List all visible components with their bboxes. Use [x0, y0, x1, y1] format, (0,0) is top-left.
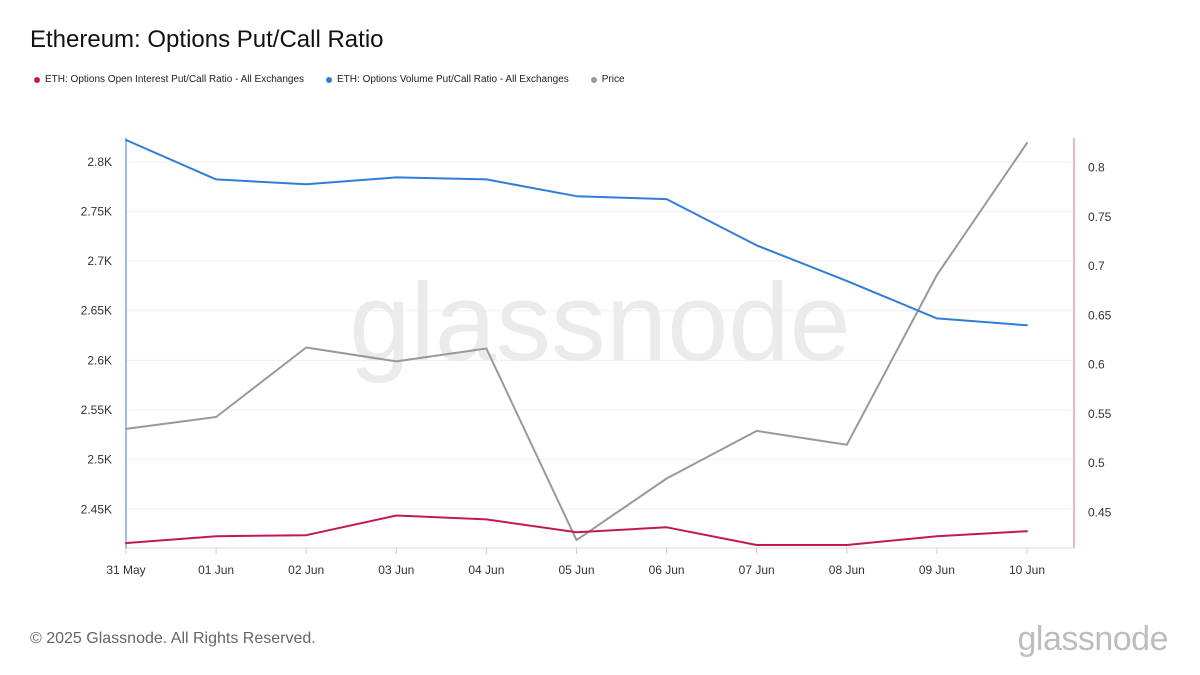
series-line-1[interactable]	[125, 139, 1028, 327]
x-axis-tick-label: 01 Jun	[198, 563, 234, 577]
left-axis-tick-label: 2.65K	[81, 304, 112, 318]
x-axis-tick-label: 07 Jun	[739, 563, 775, 577]
x-axis-tick-label: 08 Jun	[829, 563, 865, 577]
x-axis-tick-label: 02 Jun	[288, 563, 324, 577]
chart-title: Ethereum: Options Put/Call Ratio	[30, 26, 384, 53]
x-axis-tick-label: 09 Jun	[919, 563, 955, 577]
chart-axes: 2.45K 2.5K 2.55K 2.6K 2.65K 2.7K 2.75K 2.8K 0.45…	[81, 138, 1112, 577]
right-axis-tick-label: 0.45	[1088, 506, 1112, 520]
right-axis-tick-label: 0.8	[1088, 161, 1105, 175]
right-axis-tick-label: 0.65	[1088, 308, 1112, 322]
left-axis-tick-label: 2.75K	[81, 204, 112, 218]
legend-item-volume-ratio[interactable]: ETH: Options Volume Put/Call Ratio - All…	[326, 74, 569, 85]
chart-watermark: glassnode	[349, 261, 851, 384]
left-axis-tick-label: 2.45K	[81, 502, 112, 516]
left-axis-tick-label: 2.55K	[81, 403, 112, 417]
right-axis-tick-label: 0.5	[1088, 456, 1105, 470]
right-axis-tick-label: 0.75	[1088, 210, 1112, 224]
legend-label-price: Price	[601, 74, 625, 85]
right-axis-tick-label: 0.7	[1088, 259, 1105, 273]
legend-item-oi-ratio[interactable]: ETH: Options Open Interest Put/Call Rati…	[34, 74, 304, 85]
chart-series	[125, 139, 1028, 546]
right-axis-tick-label: 0.6	[1088, 358, 1105, 372]
x-axis-tick-label: 05 Jun	[558, 563, 594, 577]
x-axis-tick-label: 10 Jun	[1009, 563, 1045, 577]
series-line-0[interactable]	[125, 514, 1028, 546]
left-axis-tick-label: 2.7K	[87, 254, 112, 268]
chart-legend: ETH: Options Open Interest Put/Call Rati…	[34, 74, 625, 85]
x-axis-tick-label: 03 Jun	[378, 563, 414, 577]
x-axis-tick-label: 31 May	[106, 563, 145, 577]
footer-logo: glassnode	[1017, 620, 1168, 658]
series-line-2[interactable]	[125, 142, 1028, 542]
legend-label-oi-ratio: ETH: Options Open Interest Put/Call Rati…	[45, 74, 305, 85]
x-axis-tick-label: 06 Jun	[649, 563, 685, 577]
left-axis-tick-label: 2.6K	[87, 353, 112, 367]
legend-dot-volume-ratio	[326, 76, 333, 83]
left-axis-tick-label: 2.5K	[87, 453, 112, 467]
right-axis-tick-label: 0.55	[1088, 407, 1112, 421]
x-axis-tick-label: 04 Jun	[468, 563, 504, 577]
legend-dot-price	[590, 76, 597, 83]
legend-dot-oi-ratio	[34, 76, 40, 83]
legend-item-price[interactable]: Price	[590, 74, 625, 85]
left-axis-tick-label: 2.8K	[87, 155, 112, 169]
footer-copyright: © 2025 Glassnode. All Rights Reserved.	[30, 630, 316, 647]
legend-label-volume-ratio: ETH: Options Volume Put/Call Ratio - All…	[337, 74, 569, 85]
